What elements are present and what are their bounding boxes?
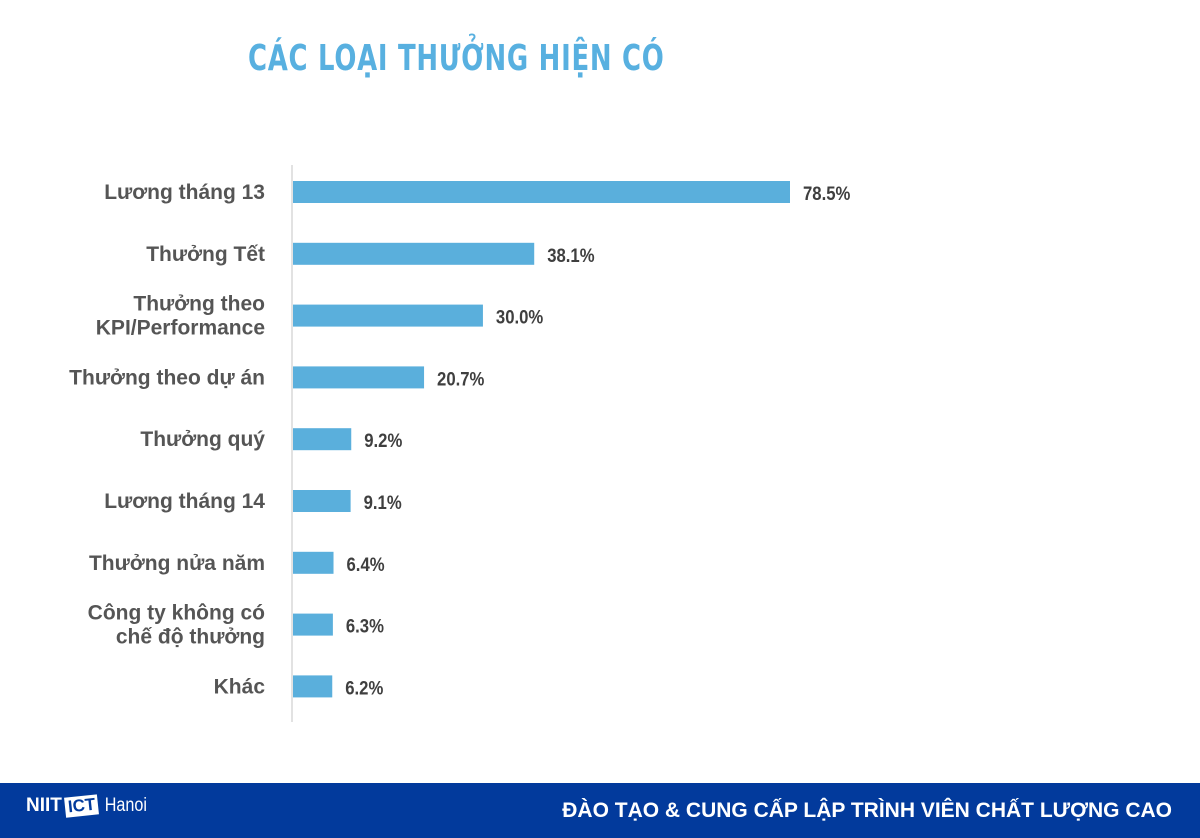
footer-tagline: ĐÀO TẠO & CUNG CẤP LẬP TRÌNH VIÊN CHẤT L… bbox=[562, 799, 1172, 822]
bar bbox=[293, 181, 790, 203]
data-label: 38.1% bbox=[547, 245, 594, 266]
category-label: Thưởng quý bbox=[140, 428, 265, 451]
bar bbox=[293, 490, 351, 512]
data-label: 20.7% bbox=[437, 368, 484, 389]
data-label: 78.5% bbox=[803, 183, 850, 204]
bar bbox=[293, 551, 334, 574]
category-label: Công ty không có bbox=[88, 602, 265, 625]
data-label: 6.3% bbox=[346, 616, 384, 637]
data-label: 9.2% bbox=[364, 430, 402, 451]
bar bbox=[293, 242, 535, 265]
niit-ict-logo: NIIT ICT Hanoi bbox=[26, 794, 151, 818]
bar bbox=[293, 428, 352, 451]
category-label: Khác bbox=[214, 675, 266, 698]
bar-chart: 78.5% Lương tháng 13 38.1% Thưởng Tết 30.0% T… bbox=[69, 165, 850, 722]
bar bbox=[293, 304, 483, 327]
category-label: Lương tháng 14 bbox=[104, 490, 265, 513]
bar bbox=[293, 613, 333, 636]
logo-box: ICT bbox=[63, 794, 100, 818]
category-label: Thưởng theo dự án bbox=[69, 366, 265, 389]
chart-title: CÁC LOẠI THƯỞNG HIỆN CÓ bbox=[248, 38, 665, 79]
category-label: Thưởng Tết bbox=[146, 243, 265, 266]
category-label: KPI/Performance bbox=[96, 317, 265, 340]
data-label: 6.2% bbox=[345, 677, 383, 698]
category-label: Thưởng theo bbox=[133, 293, 265, 316]
category-label: chế độ thưởng bbox=[116, 626, 265, 649]
footer-banner: NIIT ICT Hanoi ĐÀO TẠO & CUNG CẤP LẬP TR… bbox=[0, 783, 1200, 838]
category-label: Thưởng nửa năm bbox=[89, 552, 265, 575]
bar bbox=[293, 366, 425, 389]
logo-text: NIIT bbox=[26, 795, 62, 816]
category-label: Lương tháng 13 bbox=[104, 181, 265, 204]
data-label: 6.4% bbox=[347, 554, 385, 575]
data-label: 30.0% bbox=[496, 307, 543, 328]
logo-city: Hanoi bbox=[105, 795, 148, 816]
data-label: 9.1% bbox=[364, 492, 402, 513]
bar bbox=[293, 675, 333, 698]
